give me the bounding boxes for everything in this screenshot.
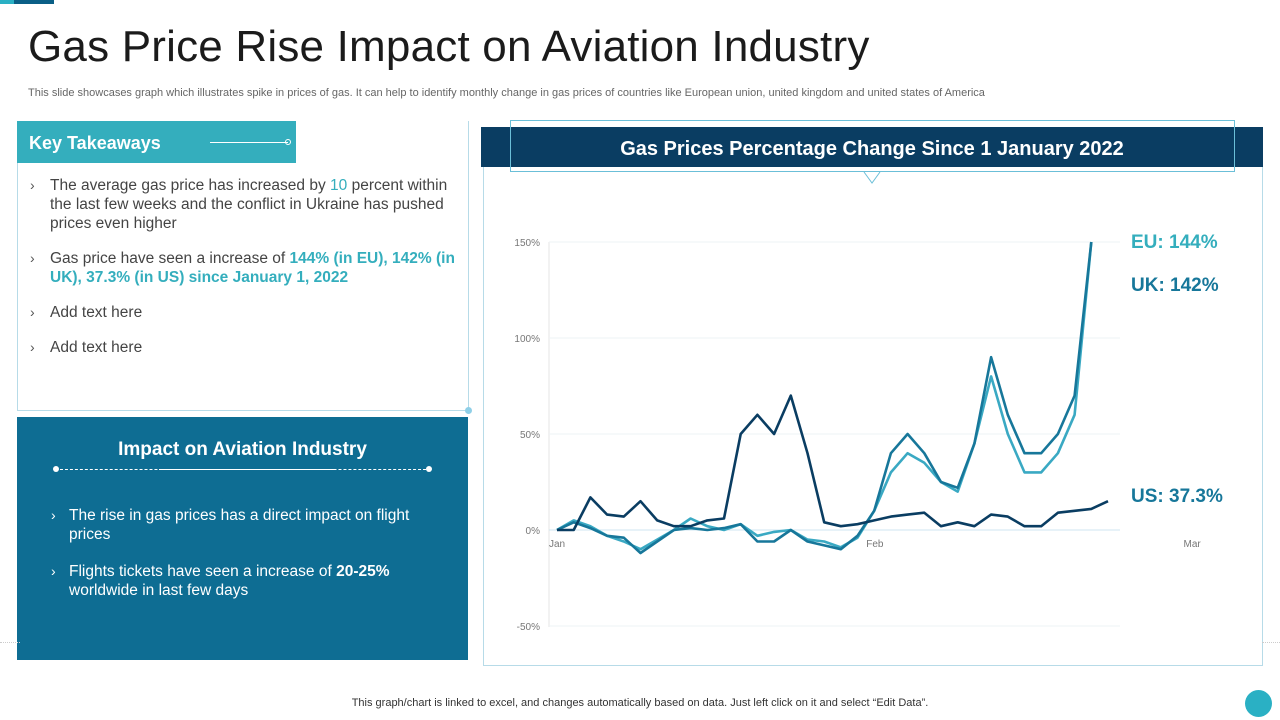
takeaway-item-1: › The average gas price has increased by… [30, 176, 462, 233]
chevron-right-icon: › [30, 177, 35, 193]
key-takeaways-list: › The average gas price has increased by… [30, 176, 462, 373]
impact-list: › The rise in gas prices has a direct im… [51, 506, 451, 618]
header-decor-line [210, 142, 288, 143]
takeaway-item-2: › Gas price have seen a increase of 144%… [30, 249, 462, 287]
page-title: Gas Price Rise Impact on Aviation Indust… [28, 22, 870, 71]
impact-text: Flights tickets have seen a increase of [69, 563, 337, 580]
impact-text: The rise in gas prices has a direct impa… [69, 507, 410, 543]
divider-dot-right [426, 466, 432, 472]
takeaway-text: Gas price have seen a increase of [50, 250, 290, 267]
takeaway-text: percent within the last few weeks and th… [50, 177, 448, 232]
edge-decor-left [0, 642, 20, 650]
edge-decor-right [1262, 642, 1280, 650]
chart-header [481, 127, 1263, 167]
footer-note: This graph/chart is linked to excel, and… [351, 697, 929, 709]
key-takeaways-header: Key Takeaways [17, 121, 296, 163]
takeaway-item-4: › Add text here [30, 338, 462, 357]
chevron-right-icon: › [30, 339, 35, 355]
top-accent-bar-dark [14, 0, 54, 4]
impact-panel: Impact on Aviation Industry › The rise i… [17, 417, 468, 660]
impact-divider-solid [159, 469, 335, 470]
impact-item-1: › The rise in gas prices has a direct im… [51, 506, 451, 544]
divider-dot-left [53, 466, 59, 472]
header-decor-dot [285, 139, 291, 145]
chevron-right-icon: › [30, 250, 35, 266]
chart-panel [483, 160, 1263, 666]
impact-item-2: › Flights tickets have seen a increase o… [51, 562, 451, 600]
chevron-right-icon: › [51, 563, 56, 579]
takeaway-highlight: 144% (in EU), 142% (in UK), 37.3% (in US… [50, 250, 455, 286]
key-takeaways-title: Key Takeaways [29, 133, 161, 153]
impact-highlight: 20-25% [336, 563, 390, 580]
takeaway-item-3: › Add text here [30, 303, 462, 322]
chart-title: Gas Prices Percentage Change Since 1 Jan… [620, 138, 1124, 160]
impact-text: worldwide in last few days [69, 582, 249, 599]
page-subtitle: This slide showcases graph which illustr… [28, 87, 985, 99]
chevron-right-icon: › [30, 304, 35, 320]
takeaway-text: The average gas price has increased by [50, 177, 331, 194]
key-takeaways-panel [17, 121, 469, 411]
chart-header-frame [510, 120, 1235, 172]
panel-corner-dot [465, 407, 472, 414]
takeaway-text: Add text here [50, 304, 143, 321]
chevron-right-icon: › [51, 507, 56, 523]
takeaway-highlight: 10 [330, 177, 348, 194]
impact-title: Impact on Aviation Industry [118, 439, 367, 460]
takeaway-text: Add text here [50, 339, 143, 356]
top-accent-bar [0, 0, 14, 4]
corner-decor-circle [1245, 690, 1272, 717]
